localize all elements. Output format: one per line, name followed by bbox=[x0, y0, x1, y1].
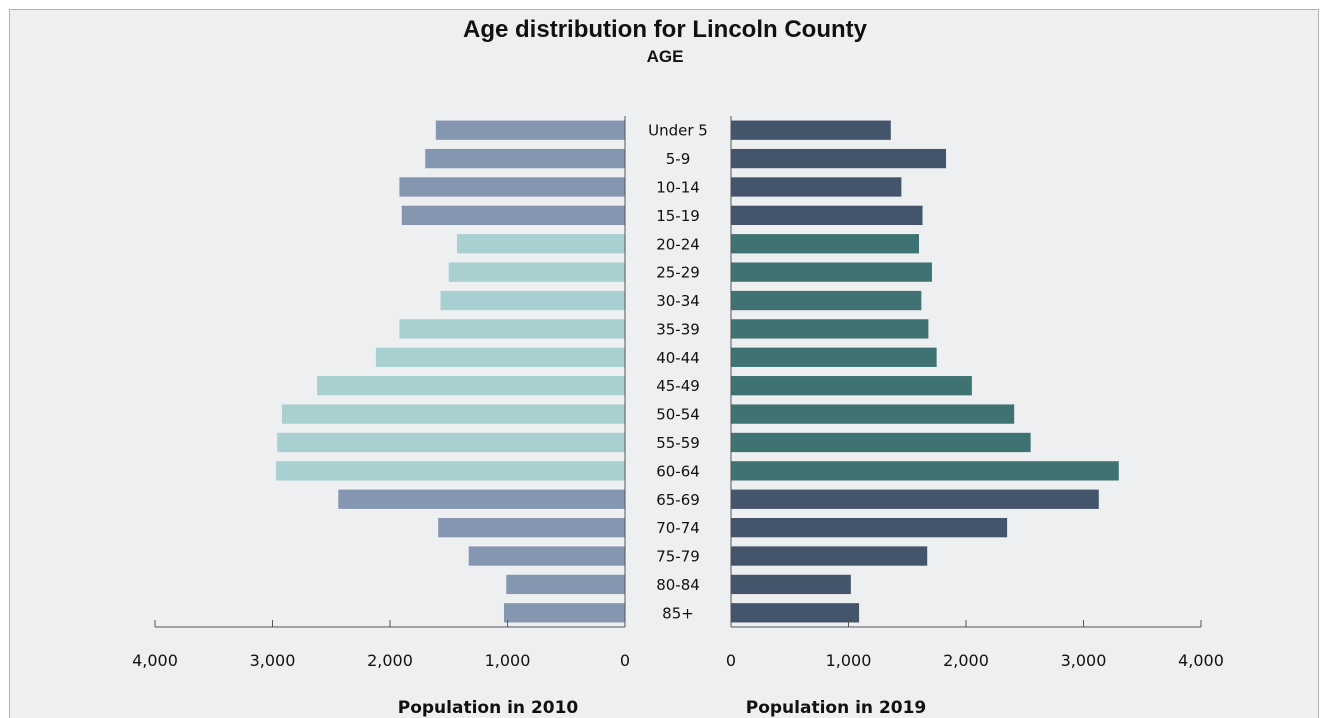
tick-label-2010: 0 bbox=[620, 651, 630, 670]
bar-2019-5-9 bbox=[731, 148, 947, 169]
age-group-label: 5-9 bbox=[666, 150, 691, 168]
age-group-label: 40-44 bbox=[656, 349, 700, 367]
bar-2010-60-64 bbox=[276, 461, 625, 481]
bar-2010-30-34 bbox=[440, 290, 625, 311]
age-group-label: 80-84 bbox=[656, 576, 700, 594]
bar-2019-80-84 bbox=[731, 574, 851, 595]
age-group-label: Under 5 bbox=[648, 122, 708, 140]
age-group-label: 85+ bbox=[662, 604, 694, 622]
bars-2019 bbox=[731, 120, 1119, 623]
bar-2010-80-84 bbox=[506, 574, 625, 595]
age-group-label: 20-24 bbox=[656, 235, 700, 253]
bar-2019-35-39 bbox=[731, 319, 929, 339]
bar-2010-20-24 bbox=[456, 234, 625, 254]
axis-2010: 4,000 3,000 2,000 1,000 0 bbox=[132, 116, 630, 670]
bar-2019-85+ bbox=[731, 603, 860, 623]
bar-2010-70-74 bbox=[438, 517, 625, 538]
bar-2010-15-19 bbox=[401, 205, 625, 226]
bar-2019-50-54 bbox=[731, 404, 1015, 424]
axis-title-2019: Population in 2019 bbox=[746, 698, 927, 718]
bar-2010-25-29 bbox=[448, 262, 625, 282]
bars-2010 bbox=[276, 120, 625, 623]
chart-subtitle: AGE bbox=[646, 47, 684, 66]
bar-2019-10-14 bbox=[731, 177, 902, 197]
age-group-label: 45-49 bbox=[656, 377, 700, 395]
bar-2010-10-14 bbox=[399, 177, 625, 197]
tick-label-2010: 3,000 bbox=[250, 651, 296, 670]
age-group-label: 50-54 bbox=[656, 406, 700, 424]
bar-2019-45-49 bbox=[731, 376, 972, 396]
age-group-labels: Under 5 5-9 10-14 15-19 20-24 25-29 30-34 35-39… bbox=[648, 122, 708, 623]
tick-label-2019: 1,000 bbox=[826, 651, 872, 670]
bar-2019-Under 5 bbox=[731, 120, 891, 140]
tick-label-2010: 2,000 bbox=[367, 651, 413, 670]
age-group-label: 10-14 bbox=[656, 178, 700, 196]
age-group-label: 60-64 bbox=[656, 462, 700, 480]
chart-frame bbox=[9, 9, 1319, 718]
bar-2010-85+ bbox=[503, 603, 625, 623]
age-group-label: 55-59 bbox=[656, 434, 700, 452]
tick-label-2019: 0 bbox=[726, 651, 736, 670]
tick-label-2019: 3,000 bbox=[1061, 651, 1107, 670]
age-group-label: 35-39 bbox=[656, 320, 700, 338]
bar-2010-40-44 bbox=[375, 347, 625, 367]
bar-2010-35-39 bbox=[399, 319, 625, 339]
axis-title-2010: Population in 2010 bbox=[398, 698, 579, 718]
age-group-label: 30-34 bbox=[656, 292, 700, 310]
tick-label-2010: 1,000 bbox=[485, 651, 531, 670]
bar-2010-Under 5 bbox=[435, 120, 625, 140]
tick-label-2010: 4,000 bbox=[132, 651, 178, 670]
bar-2010-45-49 bbox=[317, 376, 625, 396]
age-group-label: 75-79 bbox=[656, 548, 700, 566]
bar-2010-55-59 bbox=[277, 432, 625, 453]
bar-2010-65-69 bbox=[338, 489, 625, 509]
bar-2019-55-59 bbox=[731, 432, 1031, 453]
chart-title: Age distribution for Lincoln County bbox=[463, 16, 867, 43]
tick-label-2019: 2,000 bbox=[943, 651, 989, 670]
tick-label-2019: 4,000 bbox=[1178, 651, 1224, 670]
age-group-label: 25-29 bbox=[656, 264, 700, 282]
bar-2010-50-54 bbox=[281, 404, 625, 424]
bar-2019-60-64 bbox=[731, 461, 1119, 481]
bar-2019-65-69 bbox=[731, 489, 1099, 509]
bar-2019-40-44 bbox=[731, 347, 937, 367]
bar-2019-70-74 bbox=[731, 517, 1008, 538]
bar-2010-5-9 bbox=[425, 148, 625, 169]
bar-2019-15-19 bbox=[731, 205, 923, 226]
age-group-label: 15-19 bbox=[656, 207, 700, 225]
bar-2010-75-79 bbox=[468, 546, 625, 566]
bar-2019-75-79 bbox=[731, 546, 928, 566]
axis-2019: 0 1,000 2,000 3,000 4,000 bbox=[726, 116, 1224, 670]
bar-2019-30-34 bbox=[731, 290, 922, 311]
bar-2019-20-24 bbox=[731, 234, 919, 254]
age-group-label: 65-69 bbox=[656, 491, 700, 509]
age-group-label: 70-74 bbox=[656, 519, 700, 537]
bar-2019-25-29 bbox=[731, 262, 932, 282]
